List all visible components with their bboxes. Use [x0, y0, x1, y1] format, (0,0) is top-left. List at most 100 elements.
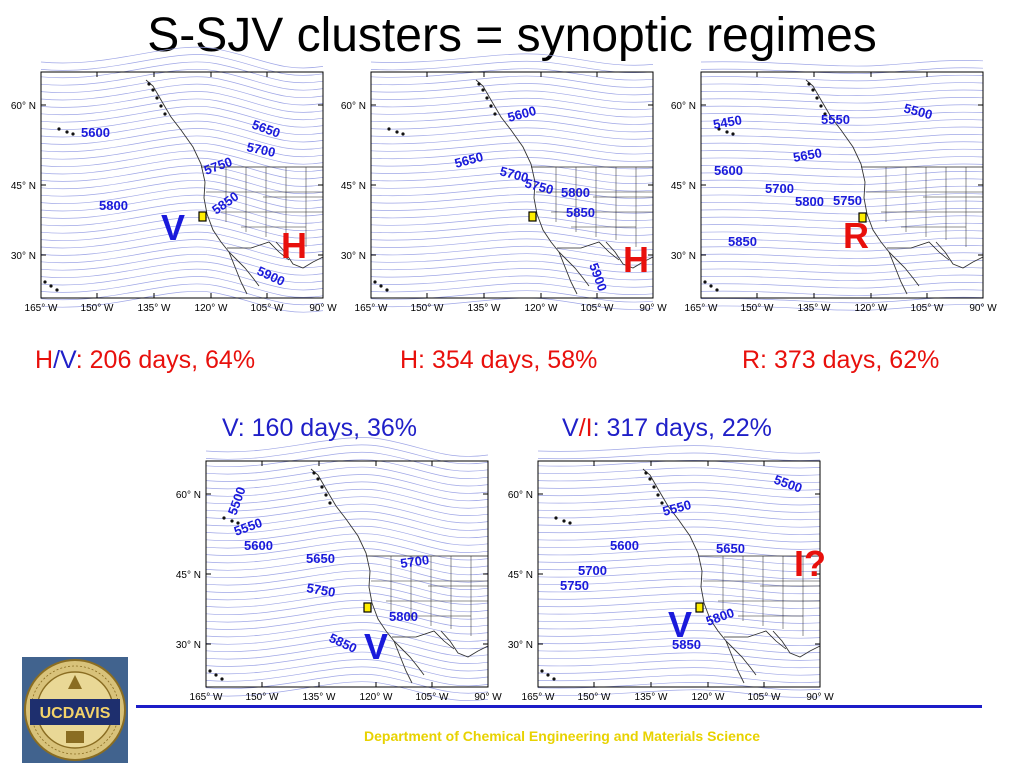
latitude-label: 60° N: [341, 101, 366, 112]
contour-label: 5700: [498, 163, 530, 185]
regime-letter: V: [364, 626, 388, 667]
regime-letter: H: [623, 239, 649, 280]
longitude-label: 90° W: [639, 303, 667, 314]
longitude-label: 135° W: [303, 692, 336, 703]
slide-title: S-SJV clusters = synoptic regimes: [147, 9, 877, 62]
contour-label: 5650: [716, 541, 745, 556]
longitude-label: 150° W: [81, 303, 114, 314]
contour-label: 5850: [209, 189, 241, 218]
longitude-label: 165° W: [685, 303, 718, 314]
contour-label: 5750: [523, 175, 555, 197]
islands: [373, 82, 497, 292]
contour-label: 5850: [672, 637, 701, 652]
longitude-label: 90° W: [309, 303, 337, 314]
regime-letter: V: [668, 604, 692, 645]
height-contours: [700, 60, 984, 311]
contour-label: 5650: [306, 551, 335, 566]
site-marker: [695, 602, 704, 613]
contour-label: 5550: [661, 497, 693, 519]
contour-label: 5650: [792, 145, 823, 165]
contour-label: 5700: [765, 181, 794, 196]
longitude-label: 165° W: [190, 692, 223, 703]
map-panel-h: 60° N 45° N 30° N 165° W 150° W 135° W 120° W 1…: [335, 53, 670, 316]
islands: [208, 471, 332, 681]
contour-label: 5500: [225, 485, 249, 517]
coastline-and-borders: [805, 79, 984, 295]
longitude-label: 150° W: [411, 303, 444, 314]
latitude-label: 30° N: [508, 640, 533, 651]
longitude-label: 90° W: [969, 303, 997, 314]
longitude-label: 135° W: [138, 303, 171, 314]
height-contours: [205, 437, 489, 701]
contour-label: 5700: [245, 139, 276, 160]
caption-vi-i: I: [585, 414, 593, 442]
map-panel-vi: 60° N 45° N 30° N 165° W 150° W 135° W 120° W 1…: [502, 445, 837, 705]
contour-label: 5800: [561, 185, 590, 200]
contour-label: 5900: [586, 261, 610, 293]
uc-davis-seal-logo: UCDAVIS: [22, 657, 128, 763]
caption-vi-rest: : 317 days, 22%: [592, 414, 772, 442]
site-marker: [198, 211, 207, 222]
map-svg: 60° N 45° N 30° N 165° W 150° W 135° W 120° W 1…: [671, 60, 997, 314]
map-svg: 60° N 45° N 30° N 165° W 150° W 135° W 120° W 1…: [176, 437, 502, 703]
contour-label: 5750: [560, 578, 589, 593]
longitude-label: 120° W: [855, 303, 888, 314]
map-panel-v: 60° N 45° N 30° N 165° W 150° W 135° W 120° W 1…: [170, 437, 505, 705]
longitude-label: 150° W: [246, 692, 279, 703]
map-svg: 60° N 45° N 30° N 165° W 150° W 135° W 120° W 1…: [341, 53, 667, 314]
coastline-and-borders: [145, 79, 324, 295]
caption-hv-rest: : 206 days, 64%: [75, 346, 256, 374]
longitude-label: 135° W: [468, 303, 501, 314]
footer-department: Department of Chemical Engineering and M…: [364, 728, 760, 744]
contour-label: 5850: [327, 630, 360, 656]
latitude-label: 45° N: [341, 181, 366, 192]
contour-label: 5650: [453, 149, 485, 171]
contour-label: 5700: [578, 563, 607, 578]
latitude-label: 60° N: [176, 490, 201, 501]
contour-label: 5600: [506, 103, 538, 125]
longitude-label: 120° W: [195, 303, 228, 314]
longitude-label: 105° W: [581, 303, 614, 314]
latitude-label: 30° N: [341, 251, 366, 262]
longitude-label: 90° W: [474, 692, 502, 703]
contour-label: 5700: [399, 552, 430, 571]
map-svg: 60° N 45° N 30° N 165° W 150° W 135° W 120° W 1…: [11, 46, 337, 314]
contour-label: 5800: [99, 198, 128, 213]
height-contours: [537, 445, 821, 698]
contour-label: 5800: [389, 609, 418, 624]
contour-label: 5550: [821, 112, 850, 127]
map-panel-r: 60° N 45° N 30° N 165° W 150° W 135° W 120° W 1…: [665, 60, 1000, 316]
longitude-label: 165° W: [355, 303, 388, 314]
longitude-label: 135° W: [635, 692, 668, 703]
contour-label: 5600: [610, 538, 639, 553]
longitude-label: 90° W: [806, 692, 834, 703]
longitude-label: 120° W: [692, 692, 725, 703]
caption-hv-v: V: [60, 346, 76, 374]
latitude-label: 60° N: [671, 101, 696, 112]
caption-v: V: 160 days, 36%: [222, 414, 418, 442]
map-svg: 60° N 45° N 30° N 165° W 150° W 135° W 120° W 1…: [508, 445, 834, 703]
seal-graphic: UCDAVIS: [22, 657, 128, 763]
latitude-label: 45° N: [176, 570, 201, 581]
contour-label: 5750: [305, 580, 336, 600]
contour-label: 5600: [81, 125, 110, 140]
caption-vi-slash: /: [578, 414, 586, 442]
logo-text: UCDAVIS: [40, 705, 111, 722]
coastline-and-borders: [642, 468, 821, 684]
contour-label: 5450: [712, 112, 743, 132]
site-marker: [858, 212, 867, 223]
coastline-and-borders: [310, 468, 489, 684]
latitude-label: 45° N: [508, 570, 533, 581]
contour-label: 5600: [244, 538, 273, 553]
regime-letter: H: [281, 225, 307, 266]
height-contours: [370, 53, 654, 310]
latitude-label: 30° N: [11, 251, 36, 262]
coastline-and-borders: [475, 79, 654, 295]
caption-vi-v: V: [562, 414, 579, 442]
caption-hv-slash: /: [53, 346, 61, 374]
latitude-label: 45° N: [11, 181, 36, 192]
contour-label: 5850: [728, 234, 757, 249]
longitude-label: 105° W: [748, 692, 781, 703]
latitude-label: 60° N: [11, 101, 36, 112]
islands: [540, 471, 664, 681]
